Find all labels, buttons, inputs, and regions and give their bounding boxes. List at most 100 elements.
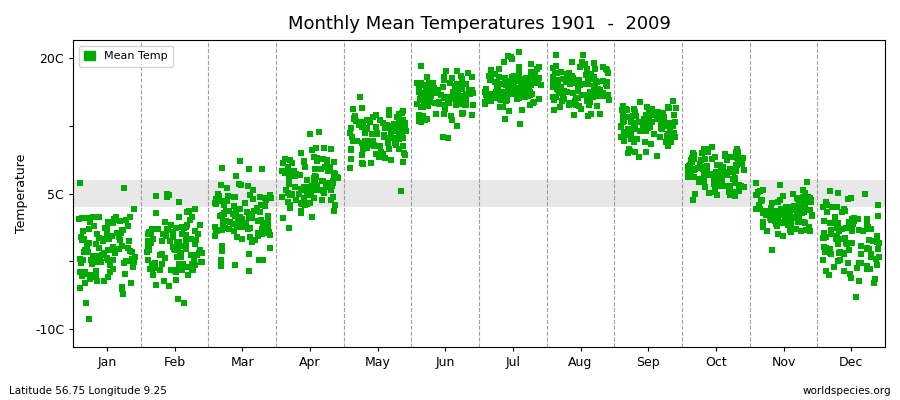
Point [327, 194, 341, 200]
Point [232, 222, 247, 228]
Point [816, 235, 831, 242]
Point [164, 267, 178, 274]
Point [870, 238, 885, 245]
Point [317, 145, 331, 152]
Point [793, 201, 807, 207]
Point [532, 64, 546, 71]
Point [327, 158, 341, 165]
Point [383, 124, 398, 130]
Point [245, 210, 259, 217]
Point [173, 250, 187, 256]
Point [797, 206, 812, 212]
Point [215, 164, 230, 171]
Point [659, 139, 673, 146]
Point [479, 91, 493, 98]
Point [101, 256, 115, 263]
Point [856, 228, 870, 234]
Point [831, 220, 845, 226]
Point [396, 117, 410, 124]
Point [304, 191, 319, 197]
Point [626, 112, 640, 119]
Point [73, 269, 87, 276]
Point [208, 232, 222, 239]
Point [383, 129, 398, 136]
Point [357, 138, 372, 144]
Point [616, 103, 631, 110]
Point [254, 201, 268, 208]
Point [94, 252, 109, 258]
Point [366, 138, 381, 144]
Point [184, 252, 199, 258]
Point [507, 82, 521, 88]
Point [227, 228, 241, 234]
Point [764, 217, 778, 223]
Point [644, 109, 659, 116]
Text: worldspecies.org: worldspecies.org [803, 386, 891, 396]
Point [723, 192, 737, 198]
Point [168, 267, 183, 274]
Point [88, 253, 103, 260]
Point [382, 123, 396, 129]
Point [255, 217, 269, 223]
Point [588, 84, 602, 90]
Point [688, 166, 702, 172]
Point [816, 257, 831, 264]
Point [574, 106, 589, 112]
Point [837, 206, 851, 212]
Point [760, 208, 774, 214]
Point [619, 106, 634, 112]
Point [828, 236, 842, 242]
Point [428, 85, 442, 92]
Point [617, 138, 632, 144]
Point [119, 217, 133, 223]
Point [829, 204, 843, 210]
Point [309, 174, 323, 180]
Point [315, 156, 329, 162]
Point [387, 121, 401, 128]
Point [765, 200, 779, 206]
Point [600, 92, 615, 98]
Point [454, 76, 469, 82]
Point [324, 146, 338, 152]
Point [514, 81, 528, 88]
Point [211, 191, 225, 197]
Point [413, 96, 428, 102]
Point [256, 220, 270, 226]
Point [639, 111, 653, 118]
Point [616, 118, 630, 124]
Point [171, 296, 185, 302]
Point [81, 249, 95, 255]
Point [346, 105, 361, 112]
Point [450, 67, 464, 74]
Point [591, 93, 606, 100]
Point [375, 151, 390, 157]
Point [411, 84, 426, 90]
Point [255, 231, 269, 237]
Point [168, 277, 183, 283]
Title: Monthly Mean Temperatures 1901  -  2009: Monthly Mean Temperatures 1901 - 2009 [288, 15, 670, 33]
Point [620, 128, 634, 135]
Point [845, 240, 859, 246]
Point [716, 172, 730, 179]
Point [627, 125, 642, 132]
Point [310, 154, 324, 161]
Point [370, 130, 384, 137]
Point [549, 94, 563, 100]
Point [549, 63, 563, 70]
Point [283, 192, 297, 199]
Point [666, 112, 680, 118]
Point [505, 74, 519, 80]
Point [829, 225, 843, 232]
Point [230, 207, 244, 214]
Point [669, 105, 683, 111]
Point [694, 164, 708, 170]
Point [88, 259, 103, 266]
Point [560, 88, 574, 95]
Point [444, 113, 458, 120]
Point [191, 231, 205, 237]
Point [320, 164, 334, 170]
Point [860, 264, 874, 270]
Point [309, 145, 323, 152]
Point [295, 201, 310, 208]
Point [415, 90, 429, 97]
